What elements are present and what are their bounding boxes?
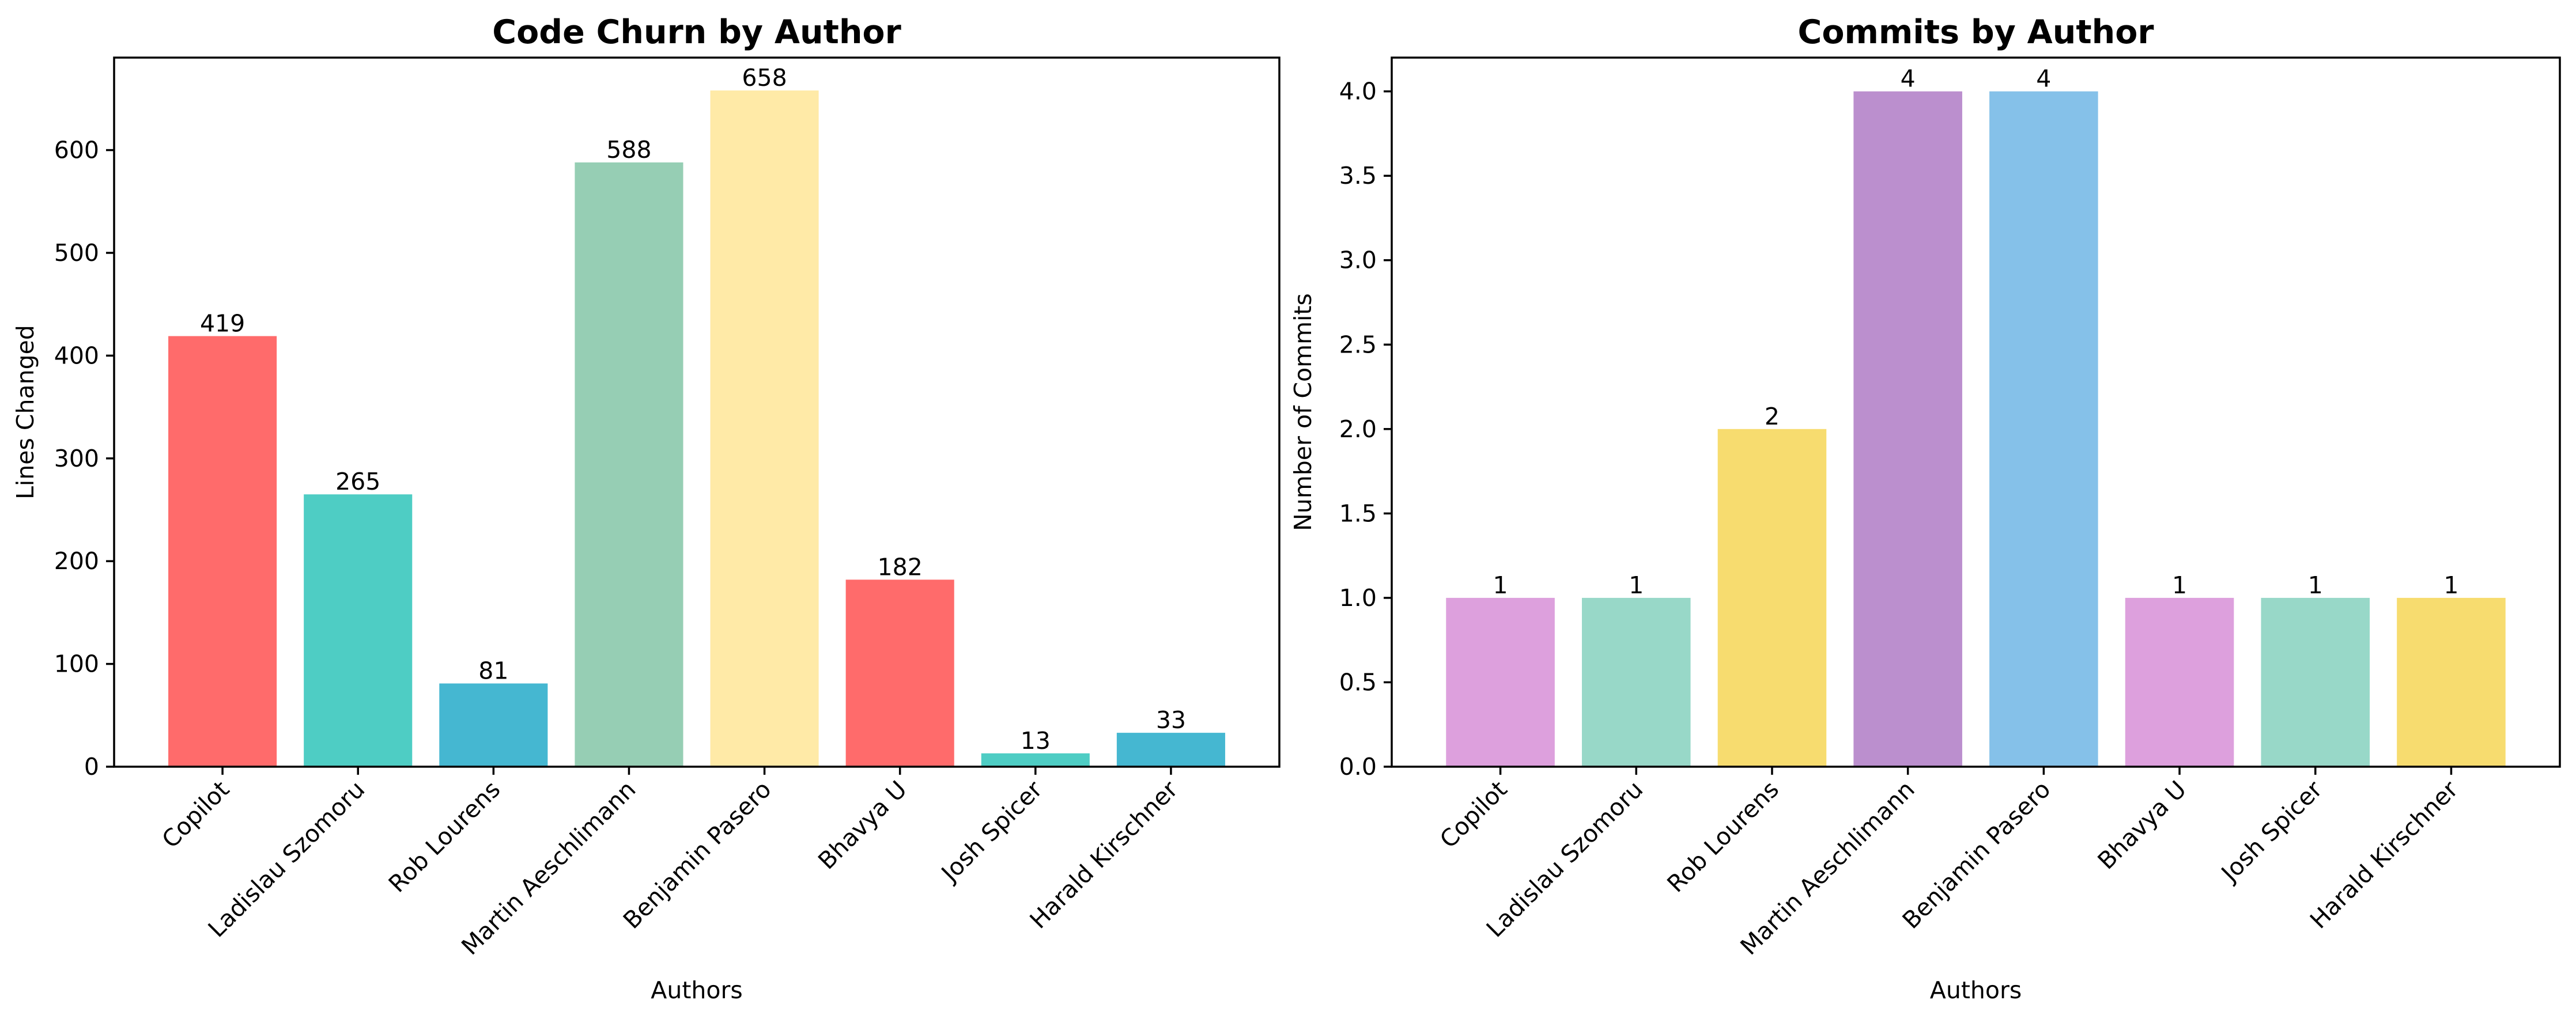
code-churn-y-ticks: 0 100 200 300 400 500 600 — [54, 137, 114, 781]
code-churn-y-tick-label: 300 — [54, 445, 99, 472]
commits-y-tick-label: 4.0 — [1339, 78, 1377, 105]
commits-bar — [2397, 597, 2506, 767]
code-churn-bar-value-label: 13 — [1021, 727, 1051, 755]
code-churn-bars: 419 265 81 588 658 182 13 33 — [168, 64, 1225, 767]
commits-bar — [1446, 597, 1555, 767]
commits-bar-value-label: 4 — [1901, 65, 1916, 93]
commits-y-tick-label: 0.0 — [1339, 753, 1377, 781]
commits-bar — [1853, 91, 1962, 767]
code-churn-bar — [575, 162, 683, 767]
commits-y-tick-label: 3.0 — [1339, 247, 1377, 274]
code-churn-chart: Code Churn by Author Lines Changed Autho… — [12, 13, 1281, 1004]
code-churn-y-tick-label: 400 — [54, 342, 99, 369]
commits-y-tick-label: 1.0 — [1339, 584, 1377, 612]
code-churn-y-tick-label: 500 — [54, 239, 99, 267]
code-churn-bar — [1116, 733, 1225, 767]
code-churn-bar-value-label: 419 — [200, 309, 245, 337]
code-churn-y-tick-label: 0 — [84, 753, 99, 781]
code-churn-bar — [845, 579, 954, 767]
code-churn-bar-value-label: 182 — [878, 553, 923, 581]
commits-bar — [2261, 597, 2370, 767]
commits-y-tick-label: 2.5 — [1339, 331, 1377, 358]
commits-bar — [1989, 91, 2098, 767]
code-churn-bar-value-label: 658 — [742, 64, 787, 92]
code-churn-bar-value-label: 588 — [606, 136, 651, 164]
commits-plot-frame — [1391, 56, 2561, 768]
code-churn-y-tick-label: 200 — [54, 547, 99, 575]
commits-chart-title: Commits by Author — [1798, 13, 2154, 51]
commits-bar-value-label: 1 — [2308, 571, 2323, 599]
code-churn-bar — [981, 753, 1090, 767]
commits-bar-value-label: 1 — [1493, 571, 1508, 599]
commits-y-tick-label: 1.5 — [1339, 499, 1377, 527]
code-churn-plot-frame — [113, 56, 1281, 768]
code-churn-bar-value-label: 33 — [1156, 706, 1186, 734]
commits-y-axis-label: Number of Commits — [1289, 293, 1317, 531]
commits-bar-value-label: 4 — [2036, 65, 2051, 93]
commits-y-ticks: 0.0 0.5 1.0 1.5 2.0 2.5 3.0 3.5 4.0 — [1339, 78, 1392, 781]
code-churn-bar — [710, 90, 819, 767]
commits-y-tick-label: 3.5 — [1339, 162, 1377, 190]
commits-x-axis-label: Authors — [1930, 976, 2022, 1004]
commits-bar-value-label: 2 — [1765, 403, 1780, 430]
code-churn-x-axis-label: Authors — [651, 976, 742, 1004]
commits-bar — [2125, 597, 2234, 767]
commits-bar — [1581, 597, 1691, 767]
commits-bar-value-label: 1 — [1629, 571, 1644, 599]
commits-bar — [1717, 429, 1827, 767]
code-churn-y-tick-label: 100 — [54, 650, 99, 678]
code-churn-bar — [439, 683, 548, 767]
commits-bars: 1 1 2 4 4 1 1 1 — [1446, 65, 2506, 767]
commits-y-tick-label: 0.5 — [1339, 668, 1377, 696]
code-churn-bar-value-label: 81 — [478, 657, 508, 684]
commits-y-tick-label: 2.0 — [1339, 415, 1377, 443]
code-churn-y-tick-label: 600 — [54, 137, 99, 164]
commits-bar-value-label: 1 — [2172, 571, 2187, 599]
code-churn-bar-value-label: 265 — [335, 468, 380, 495]
code-churn-bar — [168, 336, 277, 767]
commits-bar-value-label: 1 — [2443, 571, 2458, 599]
code-churn-bar — [304, 494, 413, 767]
code-churn-y-axis-label: Lines Changed — [12, 325, 39, 499]
code-churn-chart-title: Code Churn by Author — [492, 13, 901, 51]
